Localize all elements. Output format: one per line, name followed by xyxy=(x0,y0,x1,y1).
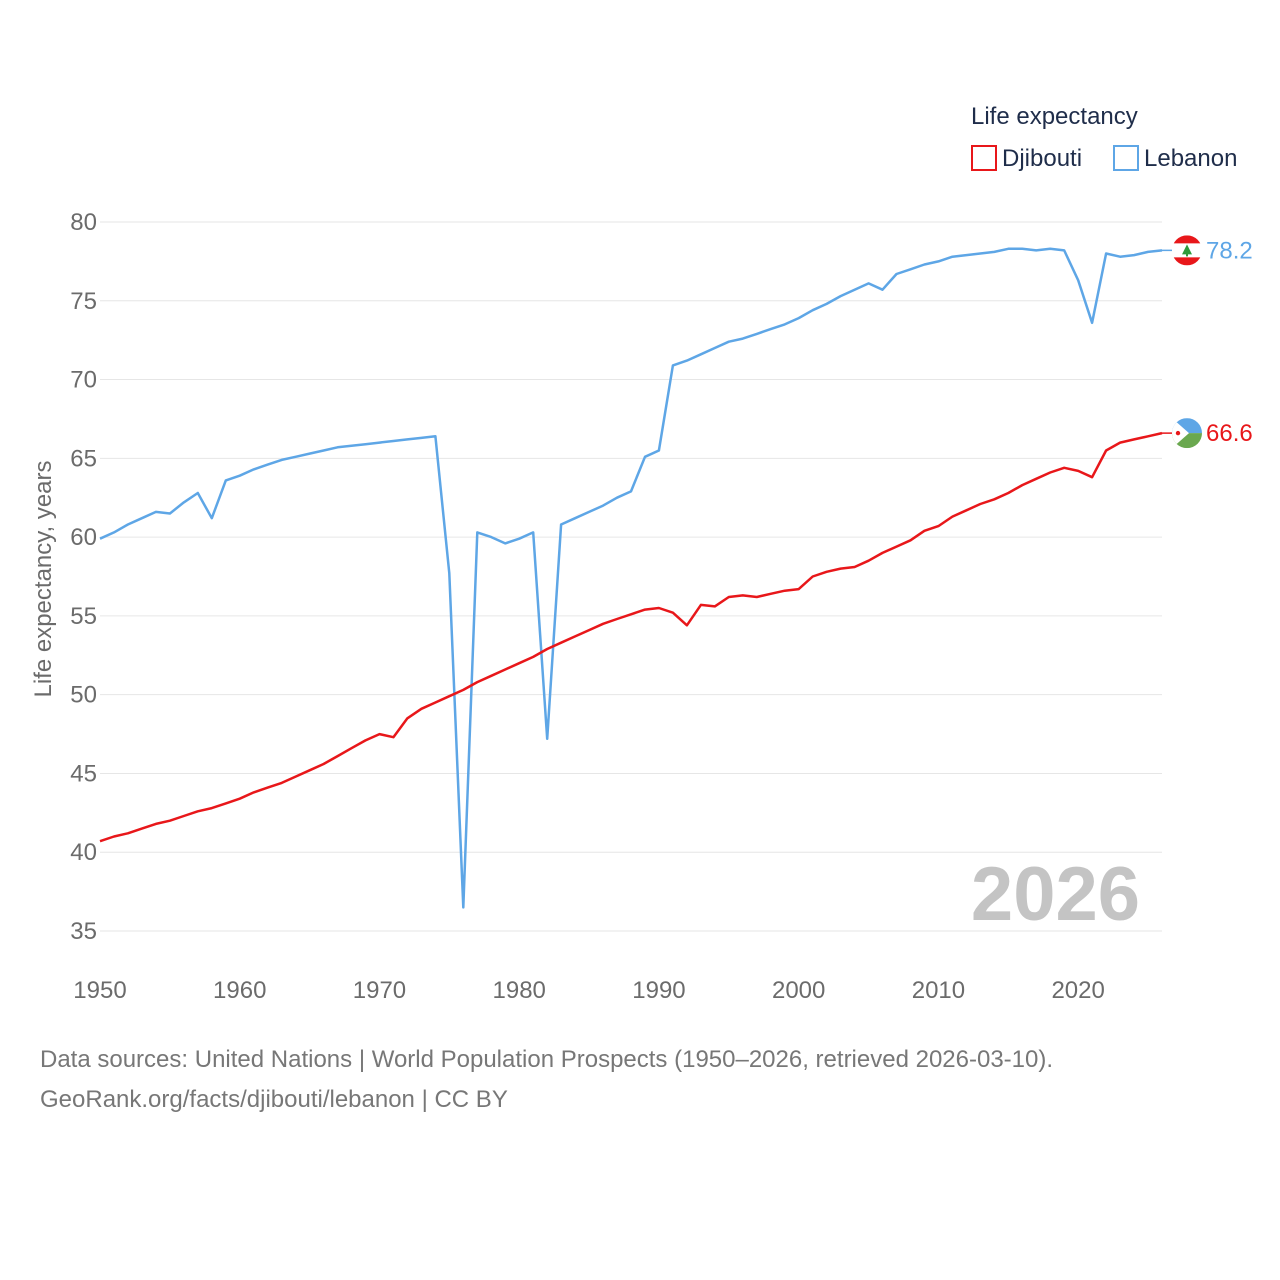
y-tick-label-65: 65 xyxy=(70,445,97,472)
life-expectancy-chart: Life expectancy Djibouti Lebanon 35 40 45 5… xyxy=(30,103,1253,1004)
x-axis-ticks: 1950 1960 1970 1980 1990 2000 2010 2020 xyxy=(73,977,1105,1004)
y-tick-label-35: 35 xyxy=(70,918,97,945)
gridlines xyxy=(100,221,1162,932)
y-axis-label: Life expectancy, years xyxy=(30,460,57,697)
lebanon-end-value: 78.2 xyxy=(1206,237,1253,264)
series-lines xyxy=(99,247,1163,909)
y-tick-label-80: 80 xyxy=(70,209,97,236)
y-tick-label-55: 55 xyxy=(70,603,97,630)
series-line-djibouti xyxy=(99,431,1163,843)
y-tick-label-75: 75 xyxy=(70,288,97,315)
legend-title: Life expectancy xyxy=(971,103,1138,130)
y-axis-ticks: 35 40 45 50 55 60 65 70 75 80 xyxy=(70,209,97,945)
year-watermark: 2026 xyxy=(971,852,1140,937)
y-tick-label-50: 50 xyxy=(70,682,97,709)
legend-item-djibouti[interactable]: Djibouti xyxy=(971,145,1082,172)
djibouti-end-value: 66.6 xyxy=(1206,420,1253,447)
y-tick-label-45: 45 xyxy=(70,760,97,787)
legend-label-djibouti: Djibouti xyxy=(1002,145,1082,172)
end-marker-djibouti: 66.6 xyxy=(1162,418,1253,449)
y-tick-label-40: 40 xyxy=(70,839,97,866)
source-line: Data sources: United Nations | World Pop… xyxy=(40,1046,1054,1073)
legend: Life expectancy Djibouti Lebanon xyxy=(971,103,1237,172)
x-tick-label-1950: 1950 xyxy=(73,977,126,1004)
legend-label-lebanon: Lebanon xyxy=(1144,145,1237,172)
x-tick-label-2010: 2010 xyxy=(912,977,965,1004)
end-marker-lebanon: 78.2 xyxy=(1162,235,1253,266)
djibouti-flag-icon xyxy=(1172,418,1202,449)
y-tick-label-60: 60 xyxy=(70,524,97,551)
legend-swatch-djibouti xyxy=(971,145,997,171)
x-tick-label-2020: 2020 xyxy=(1051,977,1104,1004)
x-tick-label-1970: 1970 xyxy=(353,977,406,1004)
x-tick-label-2000: 2000 xyxy=(772,977,825,1004)
legend-item-lebanon[interactable]: Lebanon xyxy=(1113,145,1237,172)
series-line-lebanon xyxy=(99,247,1163,909)
lebanon-flag-icon xyxy=(1172,235,1202,266)
source-footer: Data sources: United Nations | World Pop… xyxy=(40,1040,1240,1120)
x-tick-label-1990: 1990 xyxy=(632,977,685,1004)
attribution-line: GeoRank.org/facts/djibouti/lebanon | CC … xyxy=(40,1086,508,1113)
x-tick-label-1960: 1960 xyxy=(213,977,266,1004)
x-tick-label-1980: 1980 xyxy=(493,977,546,1004)
legend-swatch-lebanon xyxy=(1113,145,1139,171)
y-tick-label-70: 70 xyxy=(70,367,97,394)
